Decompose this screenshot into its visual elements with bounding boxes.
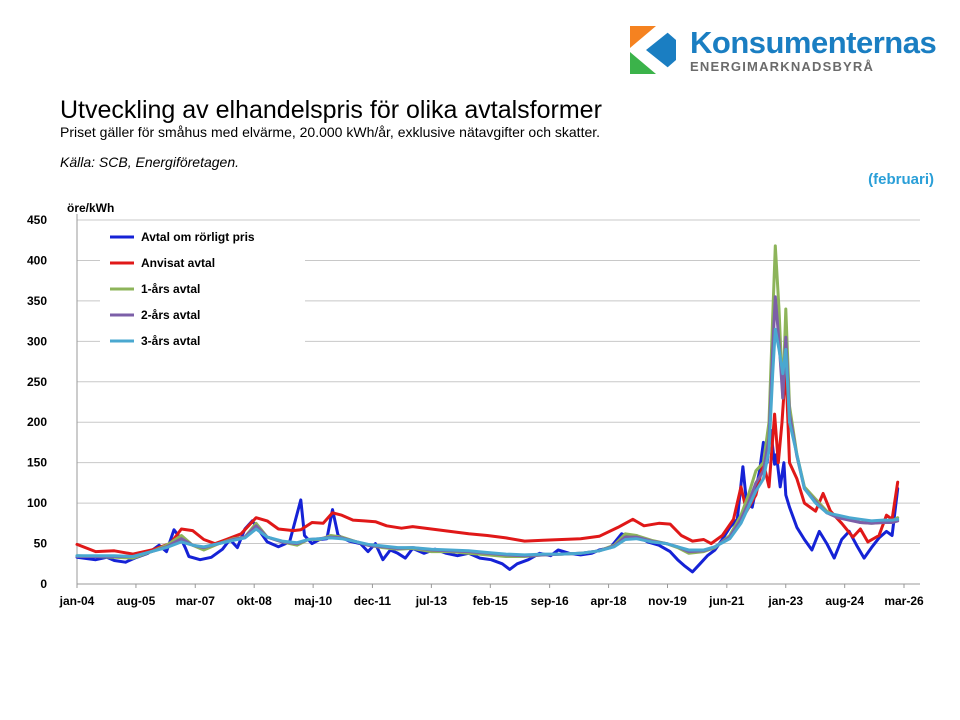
legend-label: 3-års avtal [141,334,200,348]
series-line-5 [75,327,900,558]
y-tick-label: 100 [27,496,47,510]
chart-title: Utveckling av elhandelspris för olika av… [60,96,602,124]
x-tick-label: maj-10 [294,594,332,608]
legend-label: Anvisat avtal [141,256,215,270]
y-tick-label: 250 [27,375,47,389]
y-tick-label: 300 [27,334,47,348]
logo-mark-icon [630,26,676,74]
logo-subtitle: ENERGIMARKNADSBYRÅ [690,59,875,74]
legend-label: Avtal om rörligt pris [141,230,255,244]
x-tick-label: aug-24 [825,594,864,608]
y-tick-label: 450 [27,213,47,227]
series-line-1 [75,428,900,574]
price-line-chart: 0 50 100 150 200 250 300 350 400 450 öre/kWh jan-04… [27,201,924,608]
y-axis-label: öre/kWh [67,201,114,215]
logo: Konsumenternas ENERGIMARKNADSBYRÅ [630,26,937,76]
x-tick-label: jun-21 [708,594,745,608]
y-tick-label: 50 [34,537,48,551]
x-tick-label: okt-08 [237,594,273,608]
x-tick-label: mar-26 [884,594,924,608]
y-tick-label: 150 [27,456,47,470]
x-tick-label: dec-11 [354,594,392,608]
series-line-2 [75,364,900,556]
month-note: (februari) [868,171,934,188]
legend-label: 1-års avtal [141,282,200,296]
source-note: Källa: SCB, Energiföretagen. [60,154,239,170]
logo-name: Konsumenternas [690,25,937,60]
y-tick-label: 200 [27,415,47,429]
y-tick-label: 400 [27,253,47,267]
x-tick-label: nov-19 [648,594,687,608]
x-tick-label: sep-16 [531,594,569,608]
x-tick-label: jul-13 [415,594,448,608]
legend-label: 2-års avtal [141,308,200,322]
chart-subtitle: Priset gäller för småhus med elvärme, 20… [60,124,601,140]
x-tick-label: aug-05 [117,594,156,608]
x-tick-label: feb-15 [473,594,509,608]
x-tick-label: apr-18 [591,594,627,608]
y-tick-label: 0 [40,577,47,591]
x-tick-label: jan-04 [59,594,95,608]
legend-box [100,225,305,355]
x-tick-label: mar-07 [176,594,216,608]
x-tick-label: jan-23 [767,594,803,608]
y-tick-label: 350 [27,294,47,308]
